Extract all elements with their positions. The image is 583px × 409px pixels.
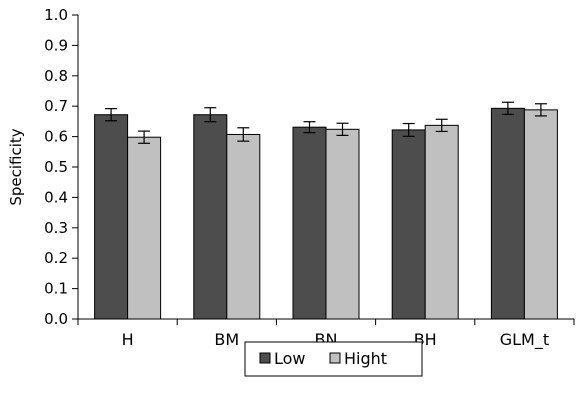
y-tick-label: 0.8 [44, 67, 68, 85]
bar-hight-bh [424, 124, 459, 320]
bar-hight-glm_t [523, 109, 558, 320]
bar-low-bn [292, 126, 327, 320]
legend-label-low: Low [274, 349, 306, 368]
bar-low-glm_t [490, 107, 525, 320]
bar-low-bh [391, 129, 426, 320]
legend-label-hight: Hight [344, 349, 387, 368]
bar-low-bm [193, 114, 228, 320]
y-tick-label: 1.0 [44, 6, 68, 24]
y-tick-label: 0.6 [44, 128, 68, 146]
error-bars-group [105, 101, 547, 144]
axes: 0.0 0.1 0.2 0.3 0.4 0.5 0.6 0.7 0.8 0.9 1.0 Specifi… [7, 6, 575, 350]
y-tick-label: 0.1 [44, 280, 68, 298]
y-axis-title: Specificity [7, 128, 25, 205]
y-tick-label: 0.4 [44, 188, 68, 206]
bar-hight-bn [325, 128, 360, 320]
y-tick-label: 0.5 [44, 158, 68, 176]
legend-swatch-low [259, 352, 271, 364]
bars-group [94, 107, 558, 320]
legend: Low Hight [244, 341, 423, 377]
y-tick-label: 0.9 [44, 36, 68, 54]
y-tick-label: 0.2 [44, 249, 68, 267]
y-tick-label: 0.3 [44, 219, 68, 237]
y-tick-label: 0.7 [44, 97, 68, 115]
x-category-label: BM [214, 330, 239, 349]
bar-hight-h [127, 136, 162, 320]
x-category-label: H [122, 330, 134, 349]
bar-hight-bm [226, 133, 261, 320]
bar-low-h [94, 114, 129, 320]
legend-swatch-hight [329, 352, 341, 364]
x-category-label: GLM_t [500, 330, 549, 350]
y-tick-label: 0.0 [44, 310, 68, 328]
